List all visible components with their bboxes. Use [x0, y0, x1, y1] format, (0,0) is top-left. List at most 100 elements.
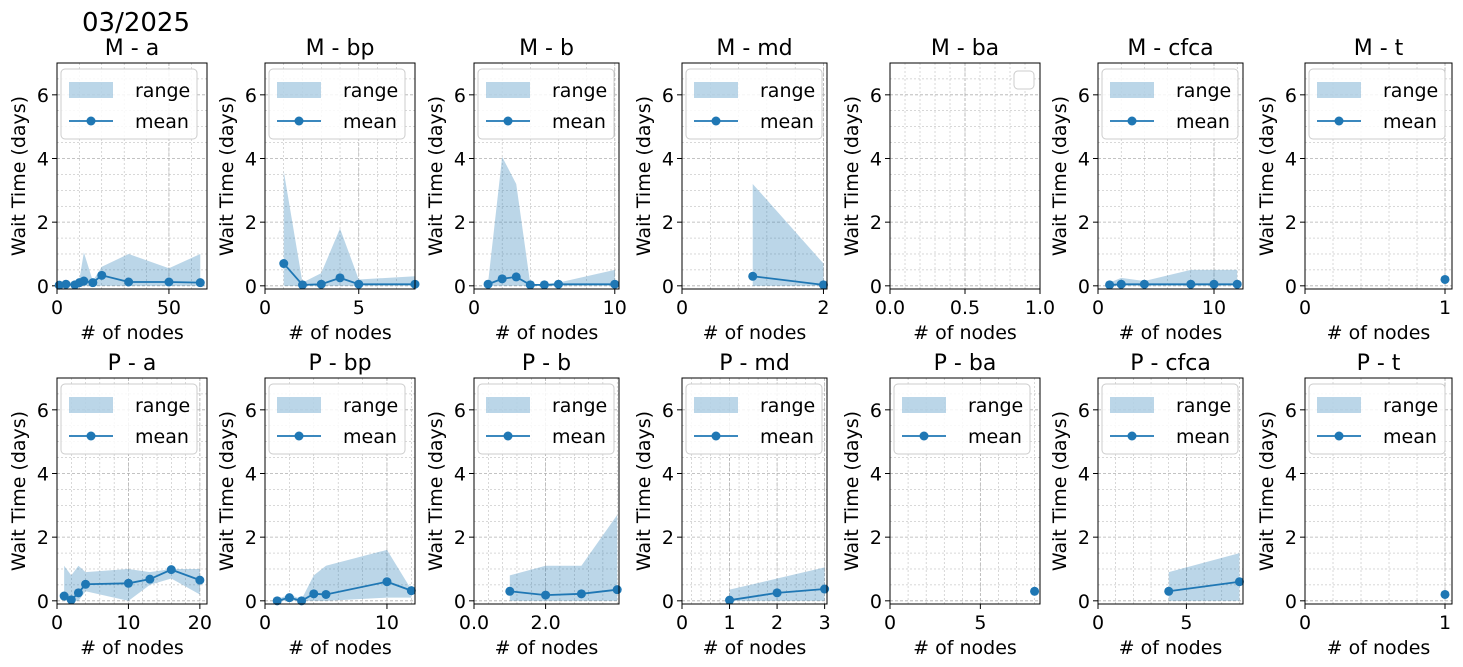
legend-range-swatch: [486, 397, 530, 413]
mean-point: [818, 280, 828, 290]
y-axis-label: Wait Time (days): [216, 411, 238, 571]
mean-point: [97, 270, 107, 280]
subplot-title: P - b: [522, 351, 571, 376]
y-tick-label: 0: [454, 276, 466, 298]
mean-point: [298, 280, 307, 290]
y-tick-label: 2: [245, 527, 257, 549]
axes-frame: [1097, 377, 1244, 605]
y-tick-label: 4: [454, 148, 466, 170]
legend: range mean: [268, 383, 406, 455]
y-tick-label: 2: [1285, 527, 1297, 549]
y-tick-label: 0: [37, 276, 49, 298]
x-tick-label: 10: [1202, 297, 1226, 319]
y-axis-label: Wait Time (days): [1256, 96, 1278, 256]
legend-range-swatch: [277, 82, 321, 98]
mean-point: [1030, 586, 1040, 596]
mean-point: [511, 272, 521, 282]
mean-point: [272, 596, 282, 606]
legend-mean-marker: [711, 116, 721, 126]
y-tick-label: 0: [662, 276, 674, 298]
mean-point: [1116, 279, 1126, 289]
axes-frame: [473, 62, 620, 290]
legend-mean-label: mean: [343, 111, 397, 133]
x-axis-label: # of nodes: [1119, 637, 1223, 659]
x-axis-label: # of nodes: [913, 322, 1017, 344]
legend-range-swatch: [1317, 82, 1361, 98]
y-tick-label: 2: [1078, 527, 1090, 549]
y-tick-label: 4: [37, 463, 49, 485]
y-axis-label: Wait Time (days): [8, 411, 30, 571]
x-axis-label: # of nodes: [495, 322, 599, 344]
axes-frame: [889, 62, 1041, 290]
subplot-2: 0 2 4 6 0 10 M - b # of nodes Wait Time (days) ra…: [425, 36, 627, 344]
x-tick-label: 3: [819, 612, 831, 634]
mean-point: [124, 277, 134, 287]
y-tick-label: 4: [662, 463, 674, 485]
x-tick-label: 0: [51, 612, 63, 634]
subplot-11: 0 2 4 6 0 5 P - ba # of nodes Wait Time (days) ra…: [841, 351, 1041, 659]
axes-frame: [56, 377, 208, 605]
x-tick-label: 0: [1299, 297, 1311, 319]
legend-mean-label: mean: [135, 111, 189, 133]
mean-point: [88, 278, 98, 288]
mean-point: [145, 574, 155, 584]
legend-range-label: range: [135, 395, 190, 417]
y-tick-label: 2: [870, 527, 882, 549]
mean-point: [539, 280, 549, 290]
legend: range mean: [477, 68, 615, 140]
mean-point: [79, 276, 89, 286]
legend-range-label: range: [968, 395, 1023, 417]
x-tick-label: 10: [603, 297, 627, 319]
x-tick-label: 0: [259, 612, 271, 634]
range-band: [488, 156, 615, 286]
legend: range mean: [477, 383, 615, 455]
legend: range mean: [685, 383, 823, 455]
mean-point: [497, 274, 507, 284]
x-tick-label: 5: [1180, 612, 1192, 634]
legend-range-swatch: [277, 397, 321, 413]
legend-mean-label: mean: [1176, 426, 1230, 448]
x-axis-label: # of nodes: [288, 637, 392, 659]
y-tick-label: 4: [1285, 148, 1297, 170]
mean-point: [1232, 279, 1242, 289]
mean-point: [725, 595, 735, 605]
mean-point: [195, 278, 205, 288]
subplot-title: P - cfca: [1130, 351, 1211, 376]
subplot-6: 0 2 4 6 0 1 M - t # of nodes Wait Time (days) ran…: [1256, 36, 1453, 344]
x-tick-label: 0: [51, 297, 63, 319]
mean-point: [123, 578, 133, 588]
y-axis-label: Wait Time (days): [841, 96, 863, 256]
y-axis-label: Wait Time (days): [216, 96, 238, 256]
y-tick-label: 6: [870, 400, 882, 422]
y-tick-label: 2: [245, 212, 257, 234]
axes-frame: [889, 377, 1041, 605]
x-tick-label: 0: [676, 297, 688, 319]
mean-line: [752, 275, 824, 286]
mean-point: [354, 279, 364, 289]
mean-point: [1440, 589, 1450, 599]
mean-point: [576, 589, 586, 599]
subplot-title: M - md: [716, 36, 792, 61]
y-tick-label: 2: [662, 527, 674, 549]
x-tick-label: 5: [974, 612, 986, 634]
y-axis-label: Wait Time (days): [633, 96, 655, 256]
x-axis-label: # of nodes: [703, 637, 807, 659]
y-tick-label: 0: [1285, 591, 1297, 613]
x-axis-label: # of nodes: [703, 322, 807, 344]
subplot-4: 0 2 4 6 0.0 0.5 1.0 M - ba # of nodes Wait Time (…: [841, 36, 1055, 344]
x-tick-label: 1.0: [1025, 297, 1055, 319]
y-tick-label: 4: [37, 148, 49, 170]
y-tick-label: 4: [245, 463, 257, 485]
x-tick-label: 50: [157, 297, 181, 319]
y-axis-label: Wait Time (days): [8, 96, 30, 256]
subplot-title: P - md: [719, 351, 790, 376]
range-band: [59, 252, 201, 286]
mean-point: [525, 280, 535, 290]
mean-point: [166, 565, 176, 575]
mean-point: [1234, 577, 1244, 587]
y-axis-label: Wait Time (days): [425, 96, 447, 256]
subplot-3: 0 2 4 6 0 2 M - md # of nodes Wait Time (days) ra…: [633, 36, 830, 344]
legend-range-label: range: [760, 80, 815, 102]
y-tick-label: 6: [245, 400, 257, 422]
